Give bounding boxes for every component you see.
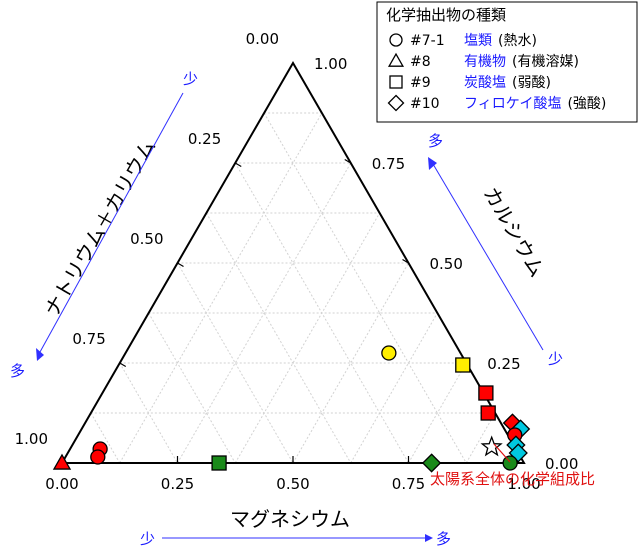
axis-title-right: カルシウム [479, 183, 550, 282]
right-direction-arrow [428, 157, 544, 351]
tick-label-right: 0.25 [487, 355, 520, 373]
grid-lines [90, 112, 496, 464]
tick-label-left: 0.75 [72, 330, 105, 348]
data-point-circle [502, 455, 518, 471]
legend-entry-name: フィロケイ酸塩 [464, 96, 561, 112]
legend-entry-name: 有機物 [464, 54, 506, 70]
legend: 化学抽出物の種類 #7-1 塩類 (熱水) #8 有機物 (有機溶媒) #9 炭酸塩 (弱酸) #… [376, 1, 638, 123]
legend-marker-square [389, 75, 403, 89]
tick-label-bottom: 1.00 [507, 475, 540, 493]
legend-entry-solvent: (弱酸) [512, 75, 551, 91]
grid-line [234, 212, 381, 464]
tick-label-right: 1.00 [314, 55, 347, 73]
grid-line [263, 112, 467, 464]
tick-label-left: 0.00 [246, 30, 279, 48]
data-point-circle [381, 345, 397, 361]
tick-right [344, 158, 352, 164]
data-point-star [480, 435, 503, 457]
grid-line [177, 262, 294, 464]
tick-right [402, 258, 409, 264]
legend-entry-solvent: (有機溶媒) [512, 54, 579, 70]
tick-left [119, 362, 127, 368]
data-point-triangle [52, 453, 72, 470]
left-direction-arrow [36, 92, 184, 361]
right-high-label: 多 [428, 132, 443, 150]
legend-entry-code: #7-1 [410, 33, 445, 49]
right-low-label: 少 [548, 350, 563, 368]
tick-label-left: 0.25 [188, 130, 221, 148]
tick-left [234, 162, 242, 168]
tick-label-left: 0.50 [130, 230, 163, 248]
grid-line [292, 262, 409, 464]
tick-label-bottom: 0.50 [276, 475, 309, 493]
bottom-low-label: 少 [140, 530, 155, 548]
left-low-label: 少 [183, 70, 198, 88]
data-point-square [455, 357, 471, 373]
grid-line [119, 362, 178, 464]
legend-entry-name: 塩類 [464, 33, 492, 49]
tick-label-bottom: 0.25 [161, 475, 194, 493]
legend-title: 化学抽出物の種類 [386, 6, 506, 24]
data-point-square [211, 455, 227, 471]
tick-label-right: 0.50 [430, 255, 463, 273]
data-point-diamond [421, 453, 442, 473]
grid-line [119, 112, 323, 464]
grid-line [148, 312, 236, 464]
legend-entry-name: 炭酸塩 [464, 75, 506, 91]
tick-labels: 0.00 0.25 0.50 0.75 1.00 0.00 0.25 0.50 0.75 1.00… [15, 30, 579, 493]
data-point-square [480, 405, 496, 421]
axis-title-left: ナトリウム＋カリウム [40, 135, 161, 320]
legend-marker-triangle [387, 52, 405, 67]
data-points [52, 345, 531, 473]
tick-marks [119, 158, 467, 463]
grid-line [90, 412, 121, 464]
grid-line [234, 162, 409, 464]
data-point-diamond [508, 443, 528, 463]
annotation-leader-line [493, 443, 511, 463]
legend-entry-code: #8 [410, 54, 431, 70]
tick-left [177, 262, 184, 268]
bottom-high-label: 多 [436, 530, 451, 548]
grid-line [408, 362, 467, 464]
legend-box [376, 1, 638, 123]
grid-line [177, 162, 352, 464]
tick-label-bottom: 0.00 [45, 475, 78, 493]
tick-label-right: 0.00 [545, 455, 578, 473]
tick-label-left: 1.00 [15, 430, 48, 448]
legend-entry-code: #9 [410, 75, 431, 91]
annotation-label: 太陽系全体の化学組成比 [430, 470, 595, 488]
grid-line [205, 212, 352, 464]
axis-title-bottom: マグネシウム [230, 507, 350, 531]
left-high-label: 多 [10, 362, 25, 380]
grid-line [350, 312, 438, 464]
bottom-direction-arrow [162, 534, 433, 542]
data-point-square [478, 385, 494, 401]
grid-line [465, 412, 496, 464]
data-point-circle [90, 449, 106, 465]
legend-entry-solvent: (熱水) [498, 33, 537, 49]
legend-marker-diamond [387, 94, 405, 112]
legend-marker-circle [389, 33, 403, 47]
tick-label-right: 0.75 [372, 155, 405, 173]
legend-entry-code: #10 [410, 96, 440, 112]
tick-label-bottom: 0.75 [392, 475, 425, 493]
legend-entry-solvent: (強酸) [567, 96, 606, 112]
